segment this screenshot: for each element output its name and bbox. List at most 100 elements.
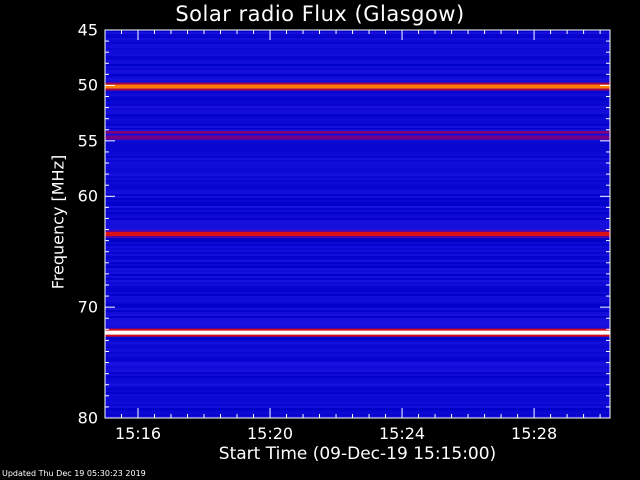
- heatmap-row: [105, 300, 610, 302]
- heatmap-row: [105, 384, 610, 386]
- emission-band: [105, 330, 610, 335]
- heatmap-row: [105, 390, 610, 392]
- heatmap-row: [105, 68, 610, 70]
- y-axis-label-text: Frequency: [48, 201, 68, 290]
- heatmap-row: [105, 206, 610, 208]
- y-tick-label: 55: [77, 131, 98, 151]
- heatmap-row: [105, 92, 610, 94]
- heatmap-row: [105, 170, 610, 172]
- y-axis-label: Frequency [MHz]: [49, 155, 68, 289]
- heatmap-row: [105, 40, 610, 42]
- x-tick-label: 15:16: [114, 424, 162, 443]
- heatmap-row: [105, 288, 610, 290]
- heatmap-row: [105, 270, 610, 272]
- heatmap-row: [105, 174, 610, 176]
- heatmap-row: [105, 250, 610, 252]
- heatmap-row: [105, 116, 610, 118]
- heatmap-row: [105, 294, 610, 296]
- heatmap-row: [105, 400, 610, 402]
- heatmap-row: [105, 376, 610, 378]
- heatmap-row: [105, 50, 610, 52]
- heatmap-row: [105, 112, 610, 114]
- heatmap-row: [105, 410, 610, 412]
- heatmap-row: [105, 156, 610, 158]
- heatmap-row: [105, 176, 610, 178]
- heatmap-row: [105, 268, 610, 270]
- heatmap-row: [105, 44, 610, 46]
- heatmap-row: [105, 62, 610, 64]
- heatmap-row: [105, 144, 610, 146]
- heatmap-row: [105, 58, 610, 60]
- heatmap-row: [105, 208, 610, 210]
- heatmap-row: [105, 70, 610, 72]
- heatmap-row: [105, 36, 610, 38]
- heatmap-row: [105, 46, 610, 48]
- heatmap-row: [105, 398, 610, 400]
- x-tick-label: 15:24: [378, 424, 426, 443]
- heatmap-row: [105, 228, 610, 230]
- heatmap-row: [105, 262, 610, 264]
- heatmap-row: [105, 254, 610, 256]
- heatmap-row: [105, 354, 610, 356]
- x-tick-label: 15:28: [511, 424, 558, 443]
- heatmap-row: [105, 120, 610, 122]
- heatmap-row: [105, 126, 610, 128]
- chart-title: Solar radio Flux (Glasgow): [175, 2, 465, 26]
- heatmap-row: [105, 210, 610, 212]
- heatmap-row: [105, 318, 610, 320]
- heatmap-row: [105, 184, 610, 186]
- heatmap-row: [105, 198, 610, 200]
- heatmap-row: [105, 366, 610, 368]
- heatmap-row: [105, 298, 610, 300]
- heatmap-row: [105, 146, 610, 148]
- heatmap-row: [105, 194, 610, 196]
- heatmap-row: [105, 292, 610, 294]
- heatmap-row: [105, 304, 610, 306]
- heatmap-row: [105, 372, 610, 374]
- heatmap-row: [105, 66, 610, 68]
- heatmap-row: [105, 114, 610, 116]
- heatmap-row: [105, 402, 610, 404]
- heatmap-row: [105, 32, 610, 34]
- heatmap-row: [105, 374, 610, 376]
- heatmap-row: [105, 414, 610, 416]
- heatmap-row: [105, 192, 610, 194]
- emission-band: [105, 231, 610, 236]
- heatmap-row: [105, 64, 610, 66]
- heatmap-row: [105, 108, 610, 110]
- heatmap-row: [105, 346, 610, 348]
- heatmap-row: [105, 260, 610, 262]
- updated-timestamp: Updated Thu Dec 19 05:30:23 2019: [2, 469, 146, 478]
- heatmap-row: [105, 76, 610, 78]
- x-tick-label: 15:20: [246, 424, 294, 443]
- heatmap-row: [105, 200, 610, 202]
- heatmap-row: [105, 286, 610, 288]
- heatmap-row: [105, 276, 610, 278]
- heatmap-row: [105, 182, 610, 184]
- heatmap-row: [105, 160, 610, 162]
- heatmap-row: [105, 356, 610, 358]
- axis-ticks: [104, 29, 610, 419]
- heatmap-row: [105, 412, 610, 414]
- heatmap-row: [105, 392, 610, 394]
- heatmap-row: [105, 302, 610, 304]
- heatmap-row: [105, 180, 610, 182]
- heatmap-row: [105, 388, 610, 390]
- heatmap-row: [105, 98, 610, 100]
- heatmap-row: [105, 350, 610, 352]
- heatmap-row: [105, 220, 610, 222]
- heatmap-row: [105, 256, 610, 258]
- heatmap-row: [105, 258, 610, 260]
- heatmap-row: [105, 364, 610, 366]
- heatmap-row: [105, 186, 610, 188]
- heatmap-row: [105, 238, 610, 240]
- heatmap-row: [105, 278, 610, 280]
- heatmap-row: [105, 218, 610, 220]
- heatmap-row: [105, 96, 610, 98]
- heatmap-row: [105, 178, 610, 180]
- heatmap-row: [105, 224, 610, 226]
- heatmap-row: [105, 202, 610, 204]
- heatmap-row: [105, 336, 610, 338]
- heatmap-row: [105, 272, 610, 274]
